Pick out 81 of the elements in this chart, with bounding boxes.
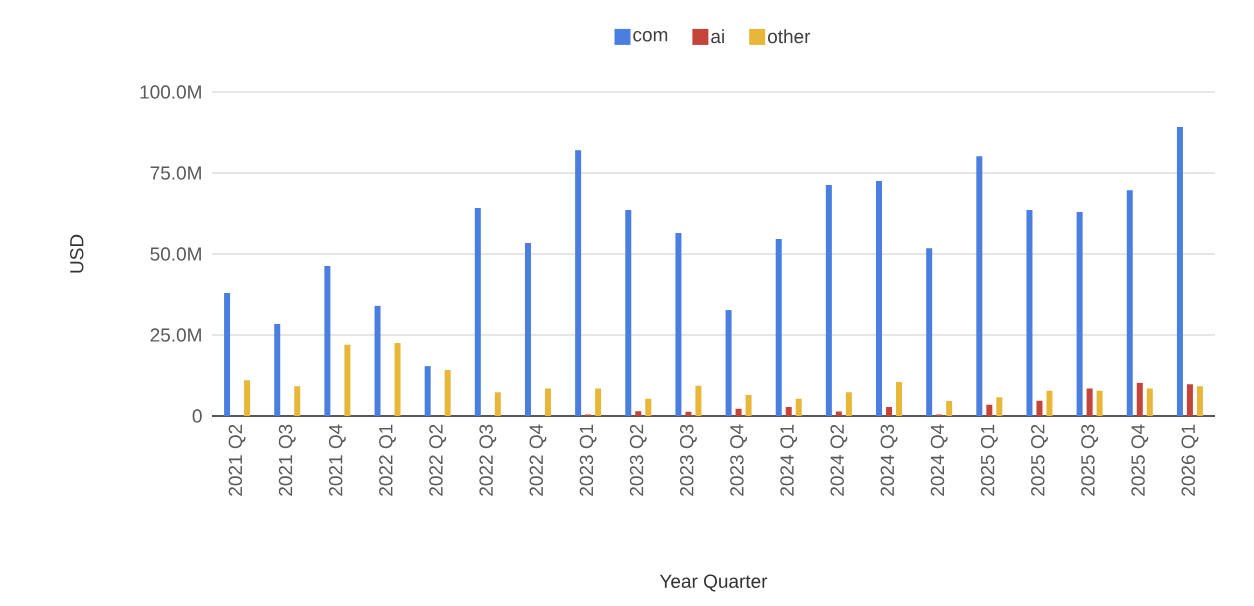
bar (274, 323, 281, 416)
bar (986, 404, 993, 416)
x-axis-title: Year Quarter (659, 574, 768, 592)
bar (524, 242, 531, 416)
bar (685, 411, 692, 416)
bar (946, 401, 953, 416)
bar (1096, 390, 1103, 416)
bar (845, 392, 852, 416)
bar (876, 181, 883, 416)
x-tick-label: 2026 Q1 (1181, 424, 1199, 496)
bar (745, 394, 752, 416)
bar (444, 369, 451, 416)
x-tick-label: 2023 Q3 (679, 424, 697, 496)
bar (494, 392, 501, 416)
x-tick-label: 2024 Q2 (830, 424, 848, 496)
bar (795, 398, 802, 416)
y-tick-label: 0 (192, 409, 202, 423)
bar (1176, 126, 1183, 416)
bar (1126, 190, 1133, 416)
x-tick-label: 2021 Q3 (278, 424, 296, 496)
bar (1196, 386, 1203, 416)
x-tick-label: 2022 Q4 (529, 424, 547, 496)
y-tick-label: 50.0M (150, 247, 201, 261)
x-tick-label: 2023 Q1 (579, 424, 597, 496)
bar (474, 207, 481, 416)
x-tick-label: 2023 Q4 (730, 424, 747, 496)
x-tick-label: 2022 Q2 (429, 424, 447, 496)
x-tick-label: 2025 Q2 (1031, 424, 1048, 496)
bar (1036, 400, 1043, 416)
legend-label: ai (711, 29, 724, 44)
y-tick-label: 75.0M (150, 166, 201, 180)
bar (825, 184, 832, 416)
bar (886, 406, 893, 416)
bar (725, 310, 732, 416)
bar (575, 150, 582, 416)
bar (625, 209, 632, 416)
bar (735, 408, 742, 416)
bar (896, 381, 903, 416)
x-tick-label: 2021 Q4 (328, 424, 346, 496)
bar (835, 411, 842, 416)
bar (695, 385, 702, 416)
x-tick-label: 2022 Q1 (379, 424, 396, 496)
bar (394, 343, 401, 416)
legend-label: other (767, 29, 811, 44)
bar (1026, 209, 1033, 416)
bar (926, 248, 933, 416)
x-tick-label: 2022 Q3 (479, 424, 497, 496)
bar (324, 265, 331, 416)
x-tick-label: 2023 Q2 (629, 424, 647, 496)
bar (1086, 388, 1093, 416)
bar (374, 305, 381, 416)
bar (544, 388, 551, 416)
bar (645, 398, 652, 416)
x-tick-label: 2025 Q1 (980, 424, 998, 496)
bar (424, 366, 431, 416)
bar (294, 386, 301, 416)
bar (1076, 211, 1083, 416)
x-tick-label: 2025 Q4 (1131, 424, 1149, 496)
x-tick-label: 2021 Q2 (228, 424, 246, 496)
y-tick-label: 100.0M (140, 85, 201, 99)
bar (224, 292, 231, 416)
bar (1136, 382, 1143, 416)
bar (996, 397, 1003, 416)
x-tick-label: 2024 Q3 (880, 424, 898, 496)
y-axis-title: USD (70, 234, 84, 273)
bar (595, 388, 602, 416)
bar (244, 380, 251, 416)
bar (785, 406, 792, 416)
legend-label: com (633, 31, 668, 42)
bar (775, 239, 782, 416)
bar (976, 156, 983, 416)
y-tick-label: 25.0M (150, 328, 201, 342)
bar (635, 411, 642, 416)
bar (1046, 390, 1053, 416)
x-tick-label: 2024 Q1 (780, 424, 798, 496)
bar (1146, 388, 1153, 416)
bar (1186, 384, 1193, 416)
x-tick-label: 2024 Q4 (930, 424, 948, 496)
x-tick-label: 2025 Q3 (1081, 424, 1099, 496)
bar (675, 232, 682, 416)
bar (344, 344, 351, 416)
